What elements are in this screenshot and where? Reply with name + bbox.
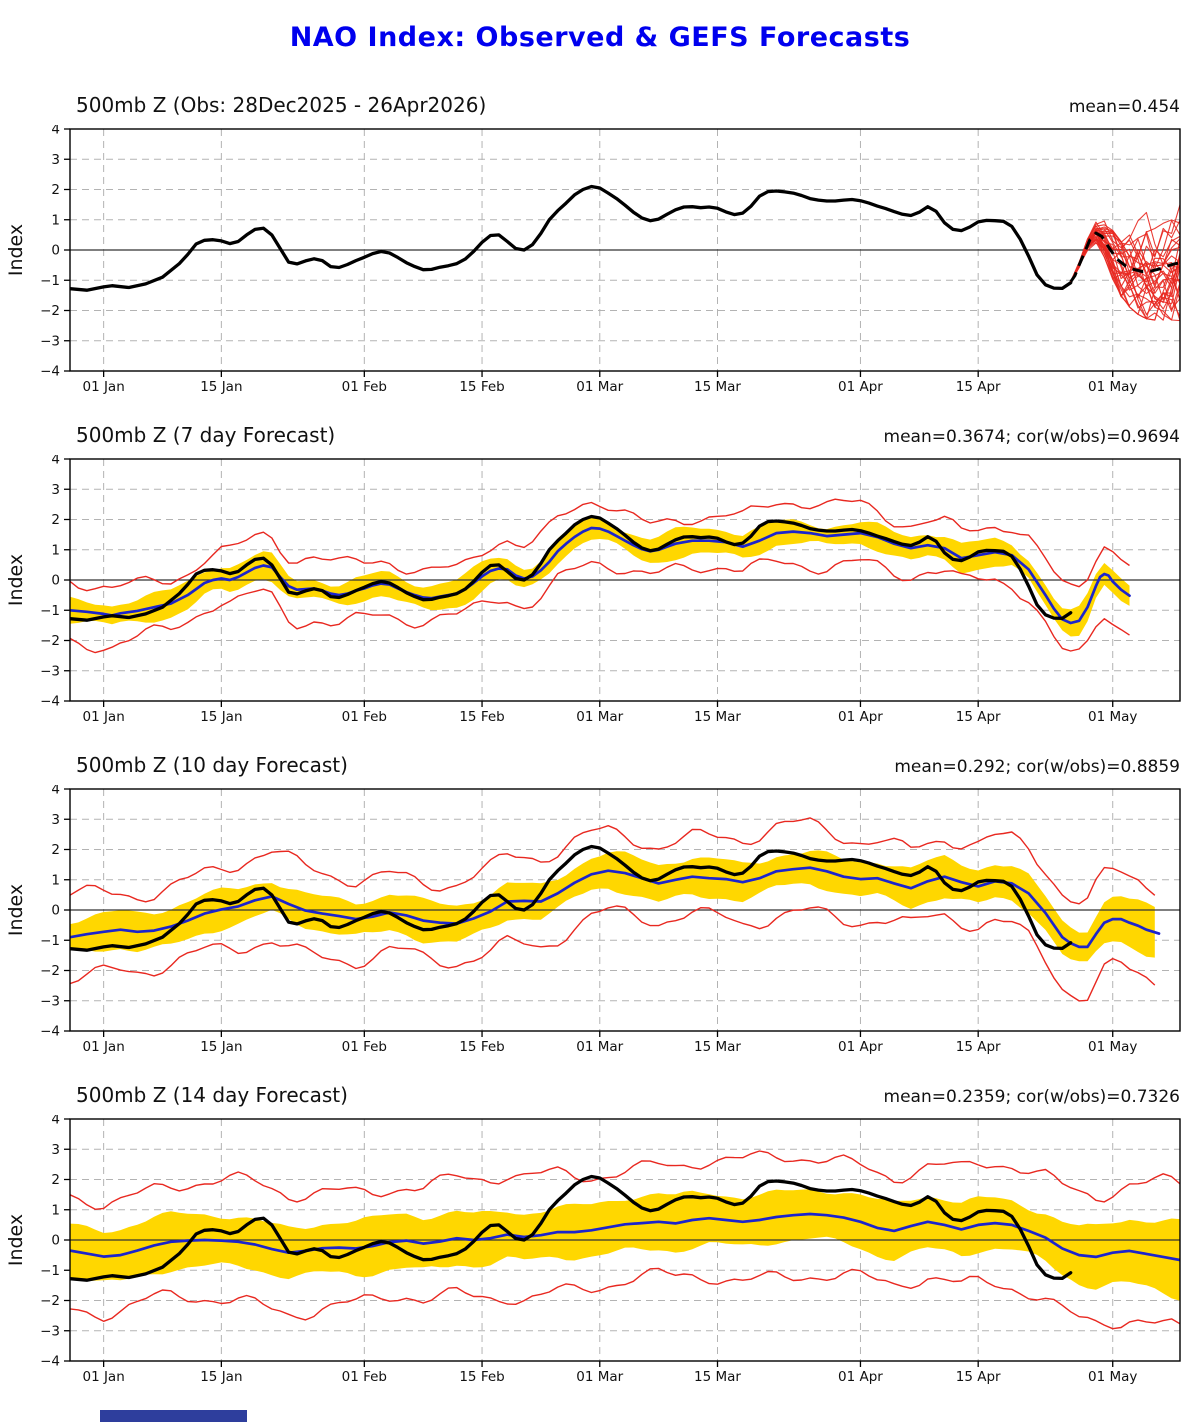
svg-text:15 Feb: 15 Feb [459,379,504,395]
svg-text:4: 4 [51,125,60,138]
svg-text:01 May: 01 May [1088,709,1137,725]
svg-text:01 Apr: 01 Apr [838,379,883,395]
svg-text:3: 3 [51,1142,60,1158]
svg-text:1: 1 [51,872,60,888]
svg-text:−3: −3 [40,1323,60,1339]
panel-forecast-10day-stats: mean=0.292; cor(w/obs)=0.8859 [894,757,1180,777]
svg-text:Index: Index [5,224,27,276]
svg-text:3: 3 [51,812,60,828]
svg-text:−4: −4 [40,364,60,380]
svg-text:Index: Index [5,554,27,606]
svg-text:−1: −1 [40,273,60,289]
panel-forecast-7day-title: 500mb Z (7 day Forecast) [76,423,336,447]
svg-text:01 Feb: 01 Feb [342,1039,387,1055]
panel-forecast-7day: 500mb Z (7 day Forecast) mean=0.3674; co… [0,423,1200,727]
footer-artifact-bar [100,1410,247,1422]
page-title: NAO Index: Observed & GEFS Forecasts [289,22,911,53]
svg-text:0: 0 [51,573,60,589]
svg-text:15 Mar: 15 Mar [694,1369,741,1385]
svg-text:Index: Index [5,1214,27,1266]
svg-text:−4: −4 [40,694,60,710]
svg-text:4: 4 [51,455,60,468]
svg-text:01 Jan: 01 Jan [82,1369,124,1385]
svg-text:−3: −3 [40,663,60,679]
svg-text:−1: −1 [40,1263,60,1279]
svg-text:15 Apr: 15 Apr [956,1039,1001,1055]
panel-forecast-7day-stats: mean=0.3674; cor(w/obs)=0.9694 [883,427,1180,447]
svg-text:3: 3 [51,152,60,168]
forecast-7day-chart: 01 Jan 15 Jan 01 Feb 15 Feb 01 Mar 15 Mar 01 A… [5,455,1181,725]
observed-chart: 01 Jan 15 Jan 01 Feb 15 Feb 01 Mar 15 Mar 01 A… [5,125,1181,395]
svg-text:−2: −2 [40,963,60,979]
svg-text:01 Jan: 01 Jan [82,1039,124,1055]
svg-text:15 Apr: 15 Apr [956,379,1001,395]
panel-observed-stats: mean=0.454 [1068,97,1180,117]
svg-text:01 Apr: 01 Apr [838,709,883,725]
svg-text:−1: −1 [40,603,60,619]
svg-text:15 Feb: 15 Feb [459,1369,504,1385]
svg-text:01 Feb: 01 Feb [342,709,387,725]
svg-text:01 May: 01 May [1088,1369,1137,1385]
svg-text:01 May: 01 May [1088,1039,1137,1055]
svg-text:15 Apr: 15 Apr [956,709,1001,725]
panel-forecast-10day-header: 500mb Z (10 day Forecast) mean=0.292; co… [0,753,1200,785]
svg-text:−2: −2 [40,1293,60,1309]
svg-text:Index: Index [5,884,27,936]
svg-text:01 Mar: 01 Mar [576,379,623,395]
svg-text:4: 4 [51,785,60,798]
panel-forecast-14day: 500mb Z (14 day Forecast) mean=0.2359; c… [0,1083,1200,1387]
svg-text:15 Mar: 15 Mar [694,1039,741,1055]
svg-text:01 Apr: 01 Apr [838,1039,883,1055]
forecast-14day-chart: 01 Jan 15 Jan 01 Feb 15 Feb 01 Mar 15 Mar 01 A… [5,1115,1181,1385]
forecast-10day-chart: 01 Jan 15 Jan 01 Feb 15 Feb 01 Mar 15 Mar 01 A… [5,785,1181,1055]
svg-text:15 Mar: 15 Mar [694,709,741,725]
svg-text:15 Apr: 15 Apr [956,1369,1001,1385]
svg-text:01 Feb: 01 Feb [342,1369,387,1385]
svg-text:01 Mar: 01 Mar [576,1369,623,1385]
svg-text:01 Feb: 01 Feb [342,379,387,395]
svg-text:15 Jan: 15 Jan [200,709,242,725]
svg-text:−4: −4 [40,1354,60,1370]
panel-forecast-10day: 500mb Z (10 day Forecast) mean=0.292; co… [0,753,1200,1057]
svg-text:−3: −3 [40,333,60,349]
svg-text:15 Jan: 15 Jan [200,1039,242,1055]
svg-text:−4: −4 [40,1024,60,1040]
svg-text:15 Feb: 15 Feb [459,709,504,725]
svg-text:0: 0 [51,243,60,259]
svg-text:0: 0 [51,1233,60,1249]
svg-text:15 Mar: 15 Mar [694,379,741,395]
svg-text:2: 2 [51,842,60,858]
panel-forecast-10day-title: 500mb Z (10 day Forecast) [76,753,348,777]
panel-observed-header: 500mb Z (Obs: 28Dec2025 - 26Apr2026) mea… [0,93,1200,125]
svg-text:1: 1 [51,542,60,558]
panel-forecast-14day-title: 500mb Z (14 day Forecast) [76,1083,348,1107]
svg-text:15 Jan: 15 Jan [200,1369,242,1385]
svg-text:2: 2 [51,182,60,198]
svg-text:15 Feb: 15 Feb [459,1039,504,1055]
svg-text:01 Jan: 01 Jan [82,709,124,725]
svg-text:01 May: 01 May [1088,379,1137,395]
panel-forecast-14day-stats: mean=0.2359; cor(w/obs)=0.7326 [883,1087,1180,1107]
svg-text:01 Mar: 01 Mar [576,1039,623,1055]
svg-text:−2: −2 [40,633,60,649]
panel-observed: 500mb Z (Obs: 28Dec2025 - 26Apr2026) mea… [0,93,1200,397]
svg-text:4: 4 [51,1115,60,1128]
svg-text:2: 2 [51,512,60,528]
svg-text:−3: −3 [40,993,60,1009]
svg-text:−2: −2 [40,303,60,319]
svg-text:2: 2 [51,1172,60,1188]
panel-forecast-14day-header: 500mb Z (14 day Forecast) mean=0.2359; c… [0,1083,1200,1115]
svg-text:3: 3 [51,482,60,498]
svg-text:1: 1 [51,212,60,228]
svg-text:0: 0 [51,903,60,919]
svg-text:01 Apr: 01 Apr [838,1369,883,1385]
svg-text:1: 1 [51,1202,60,1218]
svg-text:15 Jan: 15 Jan [200,379,242,395]
svg-text:−1: −1 [40,933,60,949]
svg-text:01 Jan: 01 Jan [82,379,124,395]
svg-text:01 Mar: 01 Mar [576,709,623,725]
panel-observed-title: 500mb Z (Obs: 28Dec2025 - 26Apr2026) [76,93,487,117]
panel-forecast-7day-header: 500mb Z (7 day Forecast) mean=0.3674; co… [0,423,1200,455]
